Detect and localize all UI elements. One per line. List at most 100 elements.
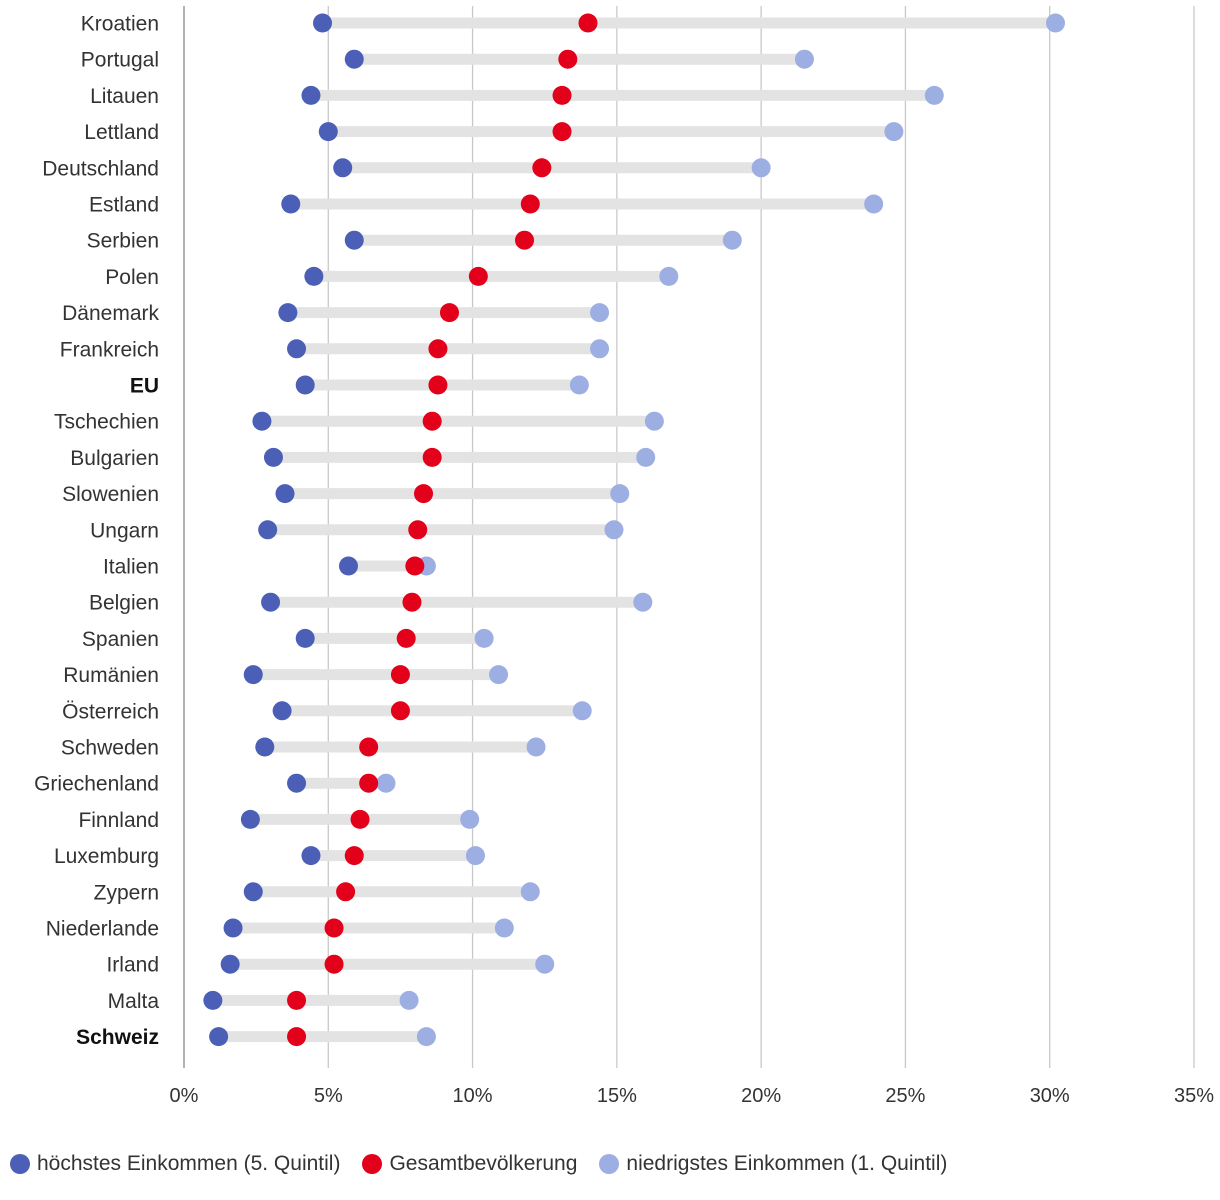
- country-label: Irland: [106, 954, 159, 977]
- dot-total-population: [324, 954, 344, 974]
- dot-total-population: [359, 737, 379, 757]
- country-label: Malta: [108, 990, 160, 1013]
- legend-label-lowest-income: niedrigstes Einkommen (1. Quintil): [626, 1152, 948, 1175]
- dot-lowest-income: [535, 954, 555, 974]
- x-tick-label: 20%: [741, 1085, 781, 1107]
- x-tick-label: 25%: [885, 1085, 925, 1107]
- dot-highest-income: [313, 13, 333, 33]
- dot-lowest-income: [572, 701, 592, 721]
- dot-total-population: [428, 375, 448, 395]
- dot-highest-income: [295, 628, 315, 648]
- country-label: Litauen: [90, 85, 159, 108]
- dot-highest-income: [255, 737, 275, 757]
- dot-lowest-income: [474, 628, 494, 648]
- dot-highest-income: [223, 918, 243, 938]
- country-label: Polen: [105, 266, 159, 289]
- country-label: Italien: [103, 556, 159, 579]
- legend-item-lowest-income: niedrigstes Einkommen (1. Quintil): [599, 1152, 947, 1176]
- country-label: Slowenien: [62, 483, 159, 506]
- dot-highest-income: [295, 375, 315, 395]
- dot-lowest-income: [569, 375, 589, 395]
- dot-total-population: [402, 592, 422, 612]
- country-label: Ungarn: [90, 519, 159, 542]
- dot-lowest-income: [924, 85, 944, 105]
- dot-highest-income: [301, 846, 321, 866]
- dot-lowest-income: [590, 303, 610, 323]
- dot-total-population: [422, 411, 442, 431]
- legend-item-highest-income: höchstes Einkommen (5. Quintil): [10, 1152, 340, 1176]
- dot-lowest-income: [644, 411, 664, 431]
- x-tick-label: 10%: [453, 1085, 493, 1107]
- dot-lowest-income: [489, 665, 509, 685]
- country-label: Estland: [89, 194, 159, 217]
- dot-lowest-income: [884, 122, 904, 142]
- dot-total-population: [520, 194, 540, 214]
- x-tick-label: 35%: [1174, 1085, 1214, 1107]
- country-label: Bulgarien: [70, 447, 159, 470]
- x-tick-label: 5%: [314, 1085, 343, 1107]
- dot-highest-income: [272, 701, 292, 721]
- dot-highest-income: [275, 484, 295, 504]
- dot-highest-income: [344, 230, 364, 250]
- dot-lowest-income: [494, 918, 514, 938]
- dot-lowest-income: [610, 484, 630, 504]
- dot-highest-income: [243, 882, 263, 902]
- dot-highest-income: [333, 158, 353, 178]
- dot-total-population: [422, 447, 442, 467]
- dot-total-population: [552, 122, 572, 142]
- dot-highest-income: [287, 339, 307, 359]
- dot-total-population: [428, 339, 448, 359]
- dot-highest-income: [318, 122, 338, 142]
- dot-highest-income: [278, 303, 298, 323]
- dot-lowest-income: [590, 339, 610, 359]
- dot-total-population: [439, 303, 459, 323]
- country-label: Finnland: [78, 809, 159, 832]
- dot-lowest-income: [376, 773, 396, 793]
- dot-lowest-income: [751, 158, 771, 178]
- dot-highest-income: [243, 665, 263, 685]
- dot-highest-income: [252, 411, 272, 431]
- dot-total-population: [552, 85, 572, 105]
- dot-highest-income: [338, 556, 358, 576]
- dot-lowest-income: [460, 809, 480, 829]
- country-label: Schweiz: [76, 1026, 159, 1049]
- legend-item-total-population: Gesamtbevölkerung: [362, 1152, 577, 1176]
- legend-dot-total-population-icon: [362, 1154, 383, 1174]
- dot-highest-income: [261, 592, 281, 612]
- dot-lowest-income: [659, 266, 679, 286]
- dot-lowest-income: [465, 846, 485, 866]
- dot-highest-income: [203, 990, 223, 1010]
- dot-highest-income: [287, 773, 307, 793]
- country-label: Belgien: [89, 592, 159, 615]
- legend-label-highest-income: höchstes Einkommen (5. Quintil): [37, 1152, 341, 1175]
- country-label: Dänemark: [62, 302, 159, 325]
- country-label: Zypern: [94, 881, 159, 904]
- dot-total-population: [336, 882, 356, 902]
- legend-dot-lowest-income-icon: [599, 1154, 620, 1174]
- country-label: Lettland: [84, 121, 159, 144]
- chart-legend: höchstes Einkommen (5. Quintil) Gesamtbe…: [10, 1152, 969, 1176]
- country-label: Niederlande: [46, 918, 159, 941]
- country-label: Luxemburg: [54, 845, 159, 868]
- country-label: Frankreich: [60, 338, 159, 361]
- country-label: Spanien: [82, 628, 159, 651]
- dot-highest-income: [209, 1027, 229, 1047]
- dot-total-population: [359, 773, 379, 793]
- dot-total-population: [578, 13, 598, 33]
- country-label: Griechenland: [34, 773, 159, 796]
- dot-total-population: [408, 520, 428, 540]
- country-label: EU: [130, 375, 159, 398]
- dot-highest-income: [344, 49, 364, 69]
- dot-highest-income: [263, 447, 283, 467]
- dot-lowest-income: [633, 592, 653, 612]
- country-label: Serbien: [87, 230, 159, 253]
- country-label: Portugal: [81, 49, 159, 72]
- dot-total-population: [350, 809, 370, 829]
- country-label: Tschechien: [54, 411, 159, 434]
- dot-total-population: [287, 1027, 307, 1047]
- dot-lowest-income: [864, 194, 884, 214]
- dot-total-population: [558, 49, 578, 69]
- dot-lowest-income: [399, 990, 419, 1010]
- dot-lowest-income: [526, 737, 546, 757]
- dot-total-population: [390, 701, 410, 721]
